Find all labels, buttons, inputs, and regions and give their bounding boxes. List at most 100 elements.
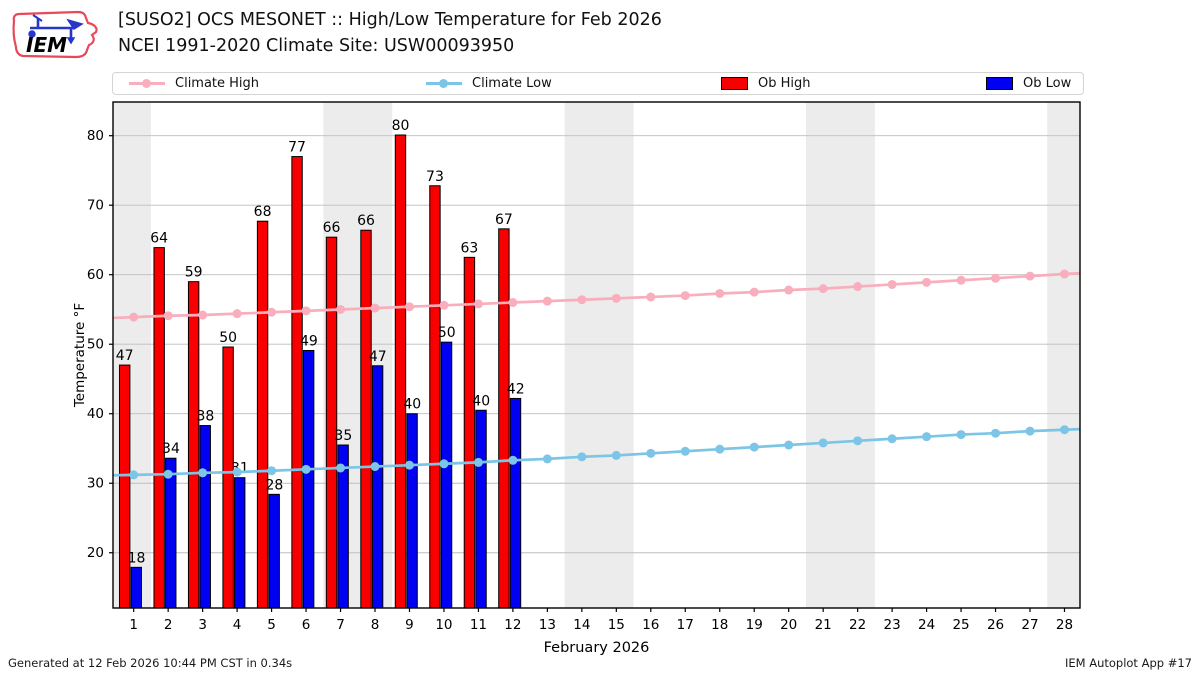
climate-high-marker (887, 279, 897, 289)
bar-ob-low-label: 35 (334, 428, 352, 444)
iem-logo: IEM (12, 10, 98, 59)
app-credit: IEM Autoplot App #17 (1064, 656, 1192, 670)
climate-low-marker (301, 464, 311, 474)
bar-ob-high-label: 80 (392, 118, 410, 134)
climate-low-marker (680, 446, 690, 456)
x-tick-label: 9 (405, 617, 414, 633)
x-tick-label: 12 (504, 617, 521, 633)
climate-high-marker (1025, 271, 1035, 281)
bar-ob-low-label: 40 (403, 397, 421, 413)
climate-low-marker (853, 436, 863, 446)
bar-ob-low (234, 477, 246, 609)
x-tick-label: 11 (470, 617, 487, 633)
legend-label: Ob High (758, 76, 811, 91)
bar-ob-low-label: 38 (197, 409, 215, 425)
climate-low-marker (267, 466, 277, 476)
legend-item-climate-low: Climate Low (426, 73, 552, 94)
x-tick-label: 25 (952, 617, 969, 633)
bar-ob-high-label: 59 (185, 265, 203, 281)
bar-ob-low-label: 50 (438, 325, 456, 341)
bar-ob-high-label: 73 (426, 169, 444, 185)
y-tick-label: 20 (87, 545, 104, 561)
x-tick-label: 23 (884, 617, 901, 633)
x-tick-label: 4 (233, 617, 242, 633)
bar-ob-low (130, 566, 142, 609)
x-tick-label: 18 (711, 617, 728, 633)
x-tick-label: 28 (1056, 617, 1073, 633)
climate-low-marker (577, 452, 587, 462)
bar-ob-high (222, 346, 234, 609)
climate-low-marker (404, 460, 414, 470)
bar-ob-high (118, 364, 131, 609)
x-tick-label: 27 (1021, 617, 1038, 633)
x-tick-label: 6 (302, 617, 311, 633)
climate-low-marker (439, 459, 449, 469)
climate-high-marker (577, 295, 587, 305)
bar-ob-low-label: 40 (472, 393, 490, 409)
climate-low-marker (784, 440, 794, 450)
bar-ob-low-label: 42 (507, 381, 525, 397)
climate-low-marker (1025, 426, 1035, 436)
plot-border (112, 101, 1081, 609)
x-tick-label: 5 (267, 617, 276, 633)
climate-high-marker (818, 284, 828, 294)
climate-high-marker (267, 307, 277, 317)
climate-low-marker (129, 470, 139, 480)
climate-high-marker (922, 277, 932, 287)
bar-ob-low (509, 397, 522, 609)
climate-high-marker (611, 293, 621, 303)
bar-ob-low (440, 341, 453, 609)
climate-high-marker (784, 285, 794, 295)
x-tick-label: 26 (987, 617, 1004, 633)
bar-ob-high-label: 66 (323, 220, 341, 236)
title-block: [SUSO2] OCS MESONET :: High/Low Temperat… (118, 7, 662, 59)
page-subtitle: NCEI 1991-2020 Climate Site: USW00093950 (118, 36, 515, 56)
climate-high-marker (370, 303, 380, 313)
climate-low-marker (232, 467, 242, 477)
bar-ob-high (153, 247, 165, 609)
climate-low-marker (508, 455, 518, 465)
climate-high-marker (198, 310, 208, 320)
bar-ob-high-label: 50 (219, 330, 237, 346)
x-axis-title: February 2026 (544, 640, 650, 656)
bar-ob-high (394, 134, 407, 609)
legend-item-ob-high: Ob High (721, 73, 811, 94)
climate-high-marker (404, 302, 414, 312)
x-tick-label: 8 (371, 617, 380, 633)
bar-ob-low (268, 493, 280, 609)
bar-ob-low (302, 349, 315, 609)
bar-ob-high-label: 63 (461, 240, 479, 256)
y-tick-label: 40 (87, 406, 104, 422)
iowa-outline (12, 10, 98, 59)
legend-dot (142, 79, 151, 88)
x-tick-label: 17 (677, 617, 694, 633)
climate-low-marker (611, 450, 621, 460)
legend-label: Climate High (175, 76, 260, 91)
climate-low-marker (163, 469, 173, 479)
x-tick-label: 16 (642, 617, 659, 633)
bar-ob-low-label: 28 (265, 477, 283, 493)
climate-low-marker (749, 442, 759, 452)
legend-item-climate-high: Climate High (129, 73, 259, 94)
bar-ob-high-label: 68 (254, 204, 272, 220)
climate-low-marker (473, 457, 483, 467)
anemometer-icon (28, 14, 84, 45)
x-tick-label: 13 (539, 617, 556, 633)
climate-high-marker (680, 291, 690, 301)
weekend-band (805, 102, 875, 608)
climate-high-marker (749, 287, 759, 297)
x-tick-label: 15 (608, 617, 625, 633)
x-tick-label: 24 (918, 617, 935, 633)
x-tick-label: 22 (849, 617, 866, 633)
y-tick-label: 60 (87, 267, 104, 283)
x-tick-label: 20 (780, 617, 797, 633)
climate-low-marker (887, 434, 897, 444)
ob-high-swatch-icon (721, 77, 748, 90)
x-tick-label: 21 (815, 617, 832, 633)
climate-high-marker (542, 296, 552, 306)
chart-legend: Climate High Climate Low Ob High Ob Low (112, 72, 1084, 95)
y-tick-label: 70 (87, 198, 104, 214)
bar-ob-low (475, 409, 487, 609)
bar-ob-high-label: 67 (495, 212, 513, 228)
climate-low-marker (818, 438, 828, 448)
